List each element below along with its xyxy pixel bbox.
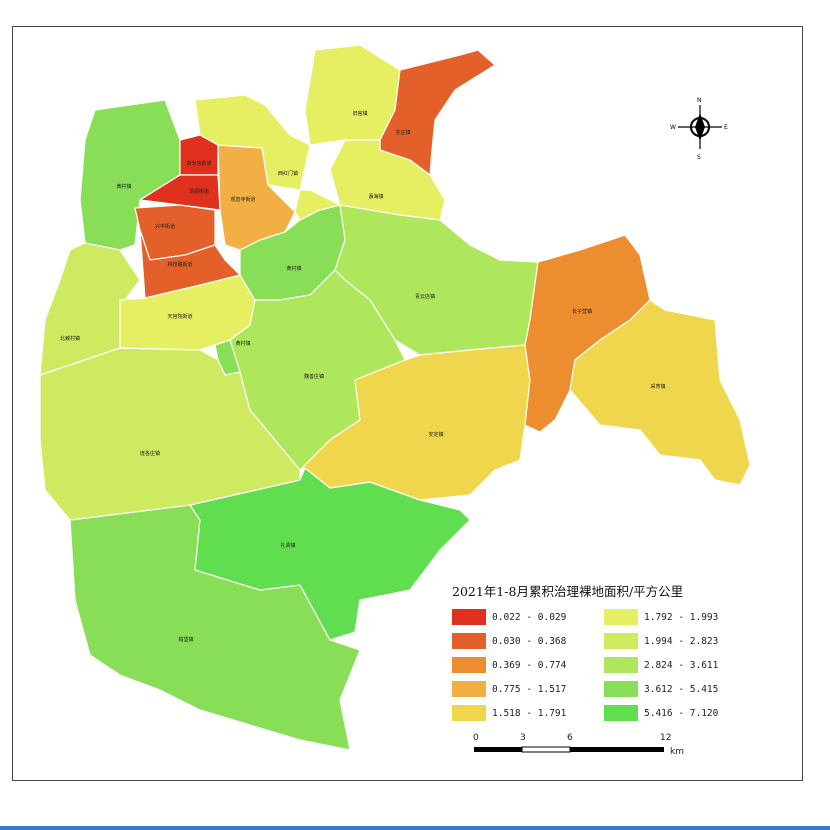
legend-item: 1.994 - 2.823 <box>604 632 718 650</box>
legend-swatch <box>452 609 486 625</box>
legend-item: 0.775 - 1.517 <box>452 680 566 698</box>
legend-item: 3.612 - 5.415 <box>604 680 718 698</box>
west-label: W <box>670 124 676 131</box>
legend-item: 1.518 - 1.791 <box>452 704 566 722</box>
region-linxiaolu[interactable] <box>139 229 242 299</box>
legend-label: 0.775 - 1.517 <box>492 683 567 695</box>
bottom-accent-line <box>0 826 830 830</box>
legend-item: 2.824 - 3.611 <box>604 656 718 674</box>
legend-title: 2021年1-8月累积治理裸地面积/平方公里 <box>452 584 684 599</box>
region-yinghai[interactable] <box>329 139 446 221</box>
legend-item: 5.416 - 7.120 <box>604 704 718 722</box>
region-huangcun-west[interactable] <box>79 99 181 251</box>
legend-swatch <box>604 657 638 673</box>
legend-label: 0.369 - 0.774 <box>492 659 567 671</box>
legend-swatch <box>452 657 486 673</box>
legend-item: 1.792 - 1.993 <box>604 608 718 626</box>
region-anding[interactable] <box>299 344 531 501</box>
region-caiyu[interactable] <box>569 299 751 486</box>
legend-label: 2.824 - 3.611 <box>644 659 719 671</box>
region-weishanzhuang[interactable] <box>229 269 406 471</box>
north-arrow-icon: N S E W <box>670 97 728 161</box>
legend-swatch <box>604 681 638 697</box>
legend-swatch <box>604 609 638 625</box>
legend-label: 1.792 - 1.993 <box>644 611 719 623</box>
scale-bar <box>474 746 664 753</box>
legend-label: 5.416 - 7.120 <box>644 707 719 719</box>
scale-unit: km <box>670 747 684 757</box>
legend-label: 1.994 - 2.823 <box>644 635 719 647</box>
north-label: N <box>697 97 702 104</box>
south-label: S <box>697 154 701 161</box>
legend-label: 0.022 - 0.029 <box>492 611 567 623</box>
legend-swatch <box>452 705 486 721</box>
region-huangcun-south[interactable] <box>214 339 241 376</box>
scale-tick-6: 6 <box>567 733 573 743</box>
scale-tick-12: 12 <box>660 733 672 743</box>
scale-tick-0: 0 <box>473 733 479 743</box>
legend-label: 1.518 - 1.791 <box>492 707 567 719</box>
east-label: E <box>724 124 728 131</box>
legend-label: 3.612 - 5.415 <box>644 683 719 695</box>
legend-item: 0.022 - 0.029 <box>452 608 566 626</box>
legend-item: 0.030 - 0.368 <box>452 632 566 650</box>
legend-swatch <box>452 681 486 697</box>
legend-label: 0.030 - 0.368 <box>492 635 567 647</box>
legend-swatch <box>452 633 486 649</box>
legend-swatch <box>604 633 638 649</box>
legend-item: 0.369 - 0.774 <box>452 656 566 674</box>
legend-swatch <box>604 705 638 721</box>
region-qingyuan[interactable] <box>138 174 221 211</box>
scale-tick-3: 3 <box>520 733 526 743</box>
